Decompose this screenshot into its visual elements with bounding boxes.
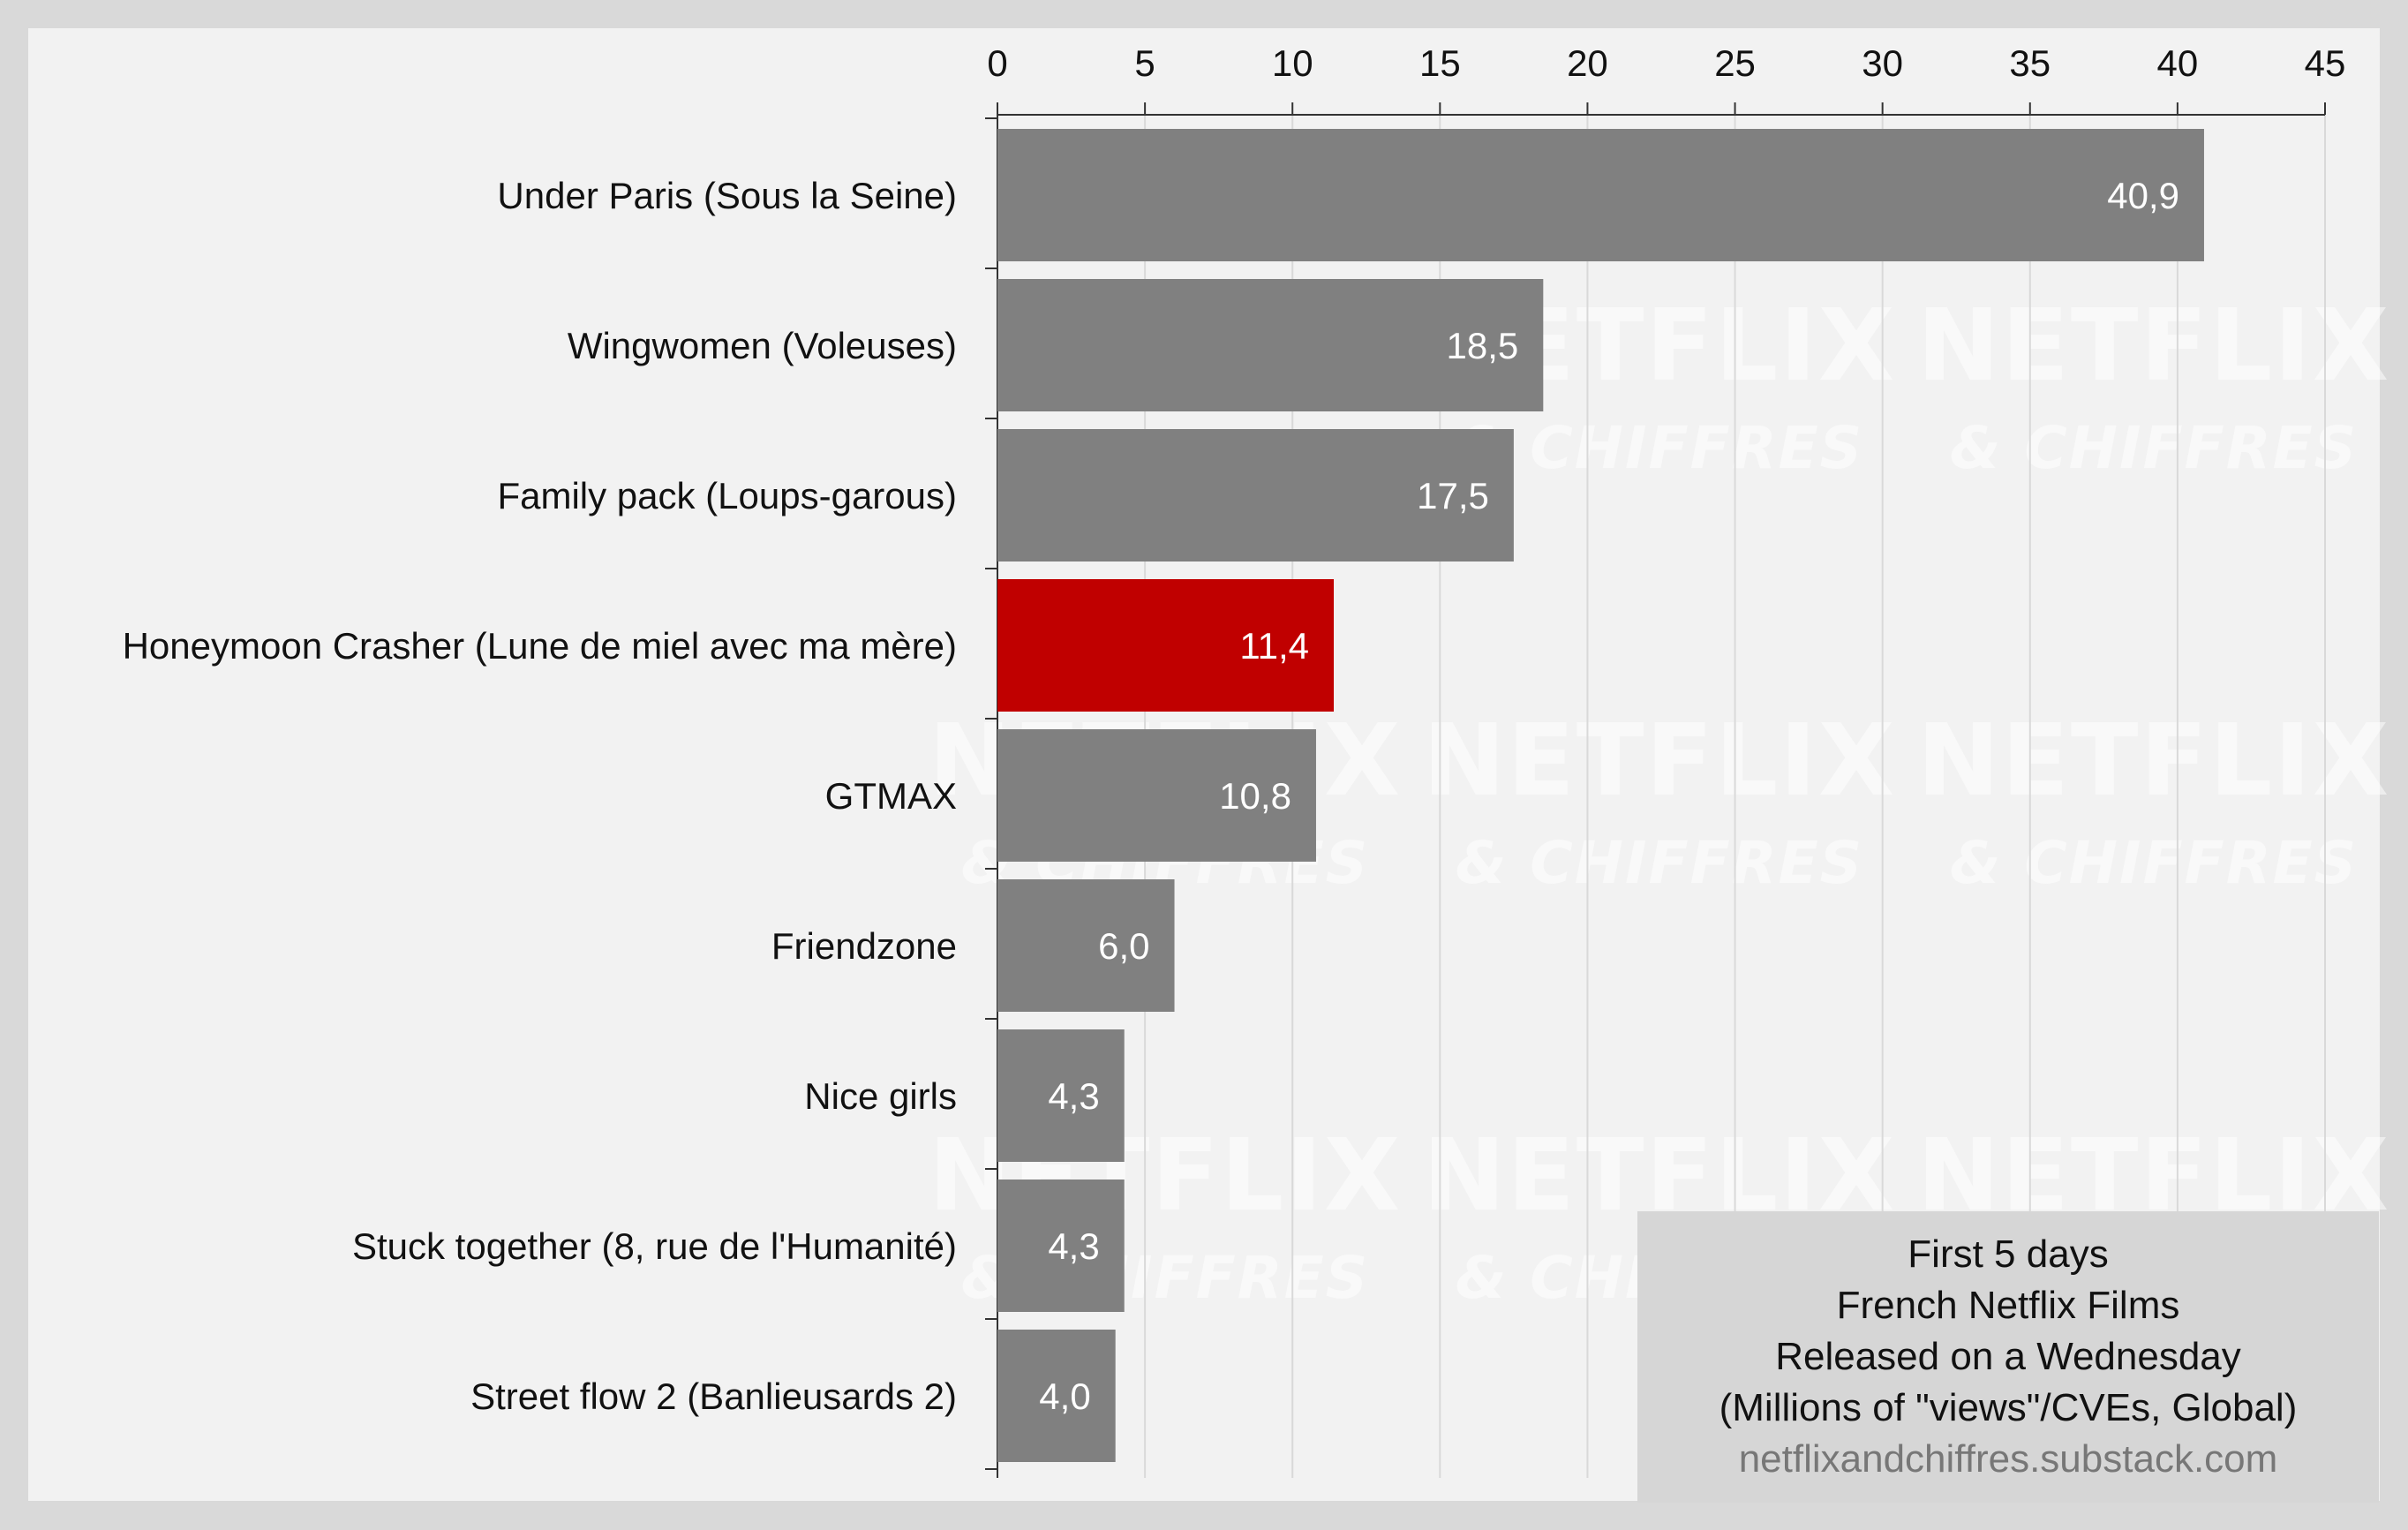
bar-2 [997, 429, 1514, 562]
x-tick-label-35: 35 [2009, 42, 2051, 84]
watermark-netflix-4: NETFLIX [1917, 704, 2391, 818]
bar-value-label-2: 17,5 [1417, 475, 1489, 516]
watermark-netflix-3: NETFLIX [1423, 704, 1897, 818]
bar-0 [997, 129, 2204, 261]
bar-value-label-4: 10,8 [1219, 775, 1291, 817]
bar-6 [997, 1029, 1125, 1162]
x-tick-label-20: 20 [1567, 42, 1608, 84]
x-tick-label-10: 10 [1272, 42, 1313, 84]
legend-box: First 5 days French Netflix Films Releas… [1637, 1211, 2379, 1503]
watermark-chiffres-1: & CHIFFRES [1950, 414, 2358, 482]
bar-value-label-8: 4,0 [1039, 1375, 1090, 1417]
category-label-5: Friendzone [771, 925, 957, 967]
category-label-6: Nice girls [804, 1075, 957, 1117]
category-label-8: Street flow 2 (Banlieusards 2) [470, 1375, 957, 1417]
x-tick-label-45: 45 [2305, 42, 2346, 84]
bar-5 [997, 879, 1175, 1012]
bar-4 [997, 729, 1316, 862]
bar-value-label-6: 4,3 [1048, 1075, 1099, 1117]
category-label-4: GTMAX [825, 775, 957, 817]
watermark-netflix-1: NETFLIX [1917, 289, 2391, 403]
watermark-chiffres-0: & CHIFFRES [1456, 414, 1863, 482]
category-label-2: Family pack (Loups-garous) [497, 475, 957, 516]
bar-value-label-3: 11,4 [1239, 625, 1309, 667]
x-tick-label-30: 30 [1862, 42, 1903, 84]
x-tick-label-15: 15 [1419, 42, 1461, 84]
category-label-3: Honeymoon Crasher (Lune de miel avec ma … [123, 625, 957, 667]
legend-line-units: (Millions of "views"/CVEs, Global) [1719, 1386, 2298, 1429]
category-label-7: Stuck together (8, rue de l'Humanité) [352, 1225, 957, 1267]
bar-3 [997, 579, 1335, 712]
bar-7 [997, 1180, 1125, 1312]
legend-line-category: French Netflix Films [1836, 1284, 2180, 1327]
bar-1 [997, 279, 1544, 411]
source-url: netflixandchiffres.substack.com [1738, 1437, 2278, 1481]
x-tick-label-5: 5 [1134, 42, 1155, 84]
legend-line-days: First 5 days [1908, 1232, 2109, 1276]
legend-line-release-day: Released on a Wednesday [1775, 1335, 2241, 1378]
category-label-0: Under Paris (Sous la Seine) [497, 175, 957, 216]
x-tick-label-40: 40 [2157, 42, 2199, 84]
bar-value-label-1: 18,5 [1447, 325, 1519, 366]
x-tick-label-0: 0 [987, 42, 1007, 84]
watermark-chiffres-3: & CHIFFRES [1456, 829, 1863, 897]
category-label-1: Wingwomen (Voleuses) [568, 325, 957, 366]
bar-value-label-0: 40,9 [2107, 175, 2179, 216]
bar-value-label-5: 6,0 [1098, 925, 1149, 967]
watermark-chiffres-4: & CHIFFRES [1950, 829, 2358, 897]
x-tick-label-25: 25 [1714, 42, 1756, 84]
bar-value-label-7: 4,3 [1048, 1225, 1099, 1267]
bar-8 [997, 1330, 1116, 1462]
